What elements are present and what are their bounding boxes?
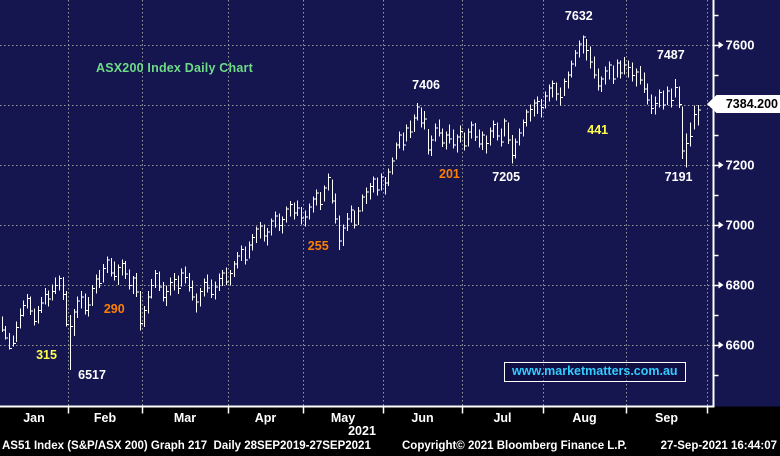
x-axis-month-label: Mar xyxy=(174,411,196,425)
plot-background xyxy=(0,0,780,407)
marketmatters-link[interactable]: www.marketmatters.com.au xyxy=(504,362,686,382)
chart-annotation: 290 xyxy=(104,302,125,316)
x-axis-month-label: Jan xyxy=(23,411,45,425)
chart-annotation: 201 xyxy=(439,167,460,181)
status-copyright-label: Copyright© 2021 Bloomberg Finance L.P. xyxy=(402,440,627,452)
chart-annotation: 7487 xyxy=(657,48,685,62)
x-axis-month-label: Feb xyxy=(94,411,117,425)
y-axis-label: 7600 xyxy=(726,38,755,53)
y-axis-label: 6800 xyxy=(726,278,755,293)
axes xyxy=(0,0,715,408)
chart-annotation: 7205 xyxy=(492,170,520,184)
chart-annotation: 441 xyxy=(587,123,608,137)
status-timestamp-label: 27-Sep-2021 16:44:07 xyxy=(660,440,777,452)
price-bars xyxy=(2,35,701,370)
chart-annotations: 7632 7487 7406 7205 7191 6517 441 201 255 290 315 xyxy=(36,9,692,382)
x-axis-ticks: Jan Feb Mar Apr May Jun Jul Aug Sep 2021 xyxy=(23,406,709,438)
x-axis-month-label: Jun xyxy=(411,411,433,425)
grid-lines xyxy=(0,0,714,407)
x-axis-month-label: Apr xyxy=(255,411,277,425)
chart-annotation: 255 xyxy=(308,239,329,253)
x-axis-month-label: Jul xyxy=(493,411,511,425)
y-axis-label: 6600 xyxy=(726,338,755,353)
x-axis-month-label: May xyxy=(331,411,355,425)
status-bar: AS51 Index (S&P/ASX 200) Graph 217 Daily… xyxy=(0,438,780,456)
y-axis-label: 7200 xyxy=(726,158,755,173)
chart-title: ASX200 Index Daily Chart xyxy=(96,61,253,75)
chart-annotation: 6517 xyxy=(78,368,106,382)
chart-annotation: 7632 xyxy=(565,9,593,23)
chart-annotation: 315 xyxy=(36,348,57,362)
y-axis-label: 7000 xyxy=(726,218,755,233)
chart-annotation: 7406 xyxy=(412,78,440,92)
x-axis-month-label: Sep xyxy=(655,411,678,425)
last-price-badge: 7384.200 xyxy=(707,95,780,113)
status-instrument-label: AS51 Index (S&P/ASX 200) Graph 217 Daily… xyxy=(2,440,371,452)
chart-annotation: 7191 xyxy=(665,170,693,184)
x-axis-month-label: Aug xyxy=(572,411,596,425)
x-axis-year-label: 2021 xyxy=(348,424,376,438)
